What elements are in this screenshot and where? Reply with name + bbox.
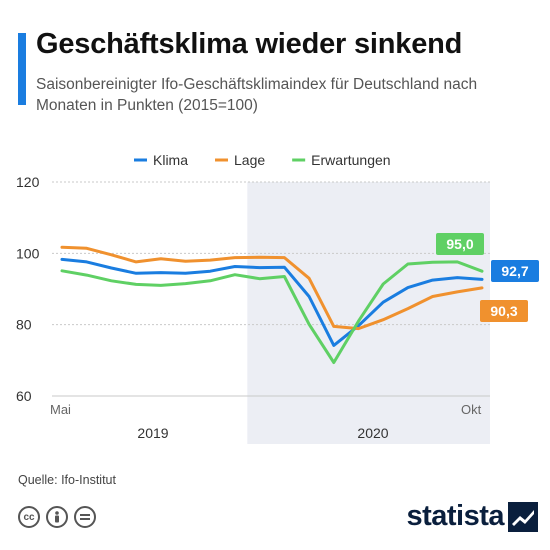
end-value-label-lage: 90,3	[480, 300, 528, 322]
line-chart: 60 80 100 120 Mai Okt 2019 2020 Klima Lage Erwartu…	[16, 152, 539, 444]
accent-bar	[18, 33, 26, 105]
y-tick-label: 100	[16, 245, 40, 261]
license-icons: cc	[18, 506, 96, 528]
x-label-end: Okt	[461, 402, 482, 417]
page-title: Geschäftsklima wieder sinkend	[36, 28, 463, 60]
series-line-lage	[60, 245, 484, 331]
brand-logo[interactable]: statista	[406, 500, 538, 533]
y-tick-label: 60	[16, 388, 32, 404]
page-subtitle: Saisonbereinigter Ifo-Geschäftsklimainde…	[36, 76, 478, 114]
year-label: 2019	[137, 425, 168, 441]
end-value-text: 95,0	[446, 236, 473, 252]
statista-mark-icon	[508, 501, 538, 532]
series-line-erwartungen	[60, 260, 484, 364]
end-value-box	[436, 233, 484, 255]
end-value-text: 90,3	[490, 303, 517, 319]
x-label-start: Mai	[50, 402, 71, 417]
legend-label: Erwartungen	[311, 152, 390, 168]
end-value-label-klima: 92,7	[491, 260, 539, 282]
year-label: 2020	[357, 425, 388, 441]
legend-label: Lage	[234, 152, 265, 168]
legend-label: Klima	[153, 152, 188, 168]
attribution-icon[interactable]	[46, 506, 68, 528]
series-line-klima	[60, 257, 484, 347]
no-derivatives-icon[interactable]	[74, 506, 96, 528]
cc-icon[interactable]: cc	[18, 506, 40, 528]
source-note: Quelle: Ifo-Institut	[18, 473, 116, 487]
end-value-box	[491, 260, 539, 282]
end-value-label-erwartungen: 95,0	[436, 233, 484, 255]
end-value-box	[480, 300, 528, 322]
y-tick-label: 80	[16, 317, 32, 333]
brand-name: statista	[406, 500, 504, 532]
end-value-text: 92,7	[501, 263, 528, 279]
year-2020-shade	[247, 182, 490, 444]
y-tick-label: 120	[16, 174, 40, 190]
